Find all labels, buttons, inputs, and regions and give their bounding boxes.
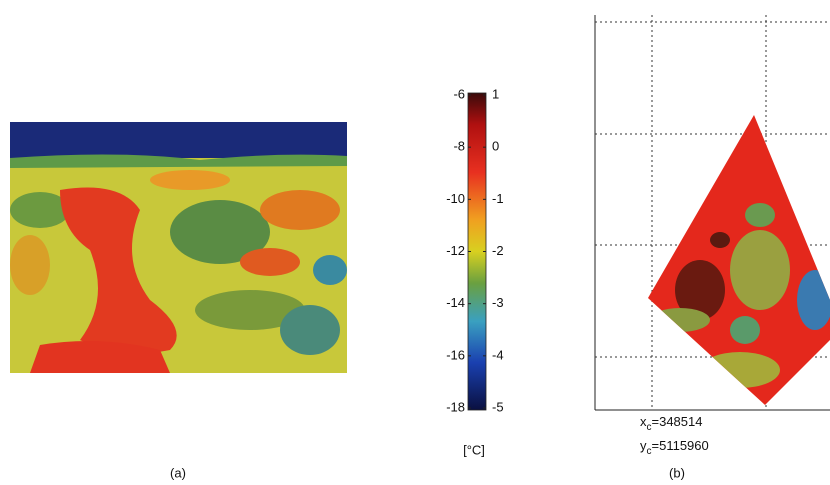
colorbar-tick-label: -18: [446, 399, 465, 414]
colorbar-tick-label: -10: [446, 191, 465, 206]
colorbar-tick-label: -16: [446, 347, 465, 362]
xc-label: xc=348514: [640, 414, 702, 432]
colorbar-tick-label: -6: [453, 86, 465, 101]
colorbar-tick-label: 1: [492, 86, 499, 101]
colorbar-tick-label: -1: [492, 191, 504, 206]
yc-label: yc=5115960: [640, 438, 709, 456]
colorbar-tick-label: 0: [492, 139, 499, 154]
caption: (a): [170, 465, 186, 480]
thermal-image-a: [10, 122, 347, 373]
colorbar-tick-label: -8: [453, 139, 465, 154]
colorbar-unit: [°C]: [463, 442, 485, 457]
caption: (b): [669, 465, 685, 480]
thermal-image-b: [648, 115, 830, 405]
colorbar-tick-label: -3: [492, 295, 504, 310]
colorbar-tick-label: -2: [492, 243, 504, 258]
colorbar-tick-label: -14: [446, 295, 465, 310]
colorbar-tick-label: -12: [446, 243, 465, 258]
colorbar-tick-label: -5: [492, 399, 504, 414]
colorbar-tick-label: -4: [492, 347, 504, 362]
colorbar-ticks: -6 -8 -10 -12 -14 -16 -18 1 0 -1 -2 -3 -4 -5: [446, 86, 503, 414]
